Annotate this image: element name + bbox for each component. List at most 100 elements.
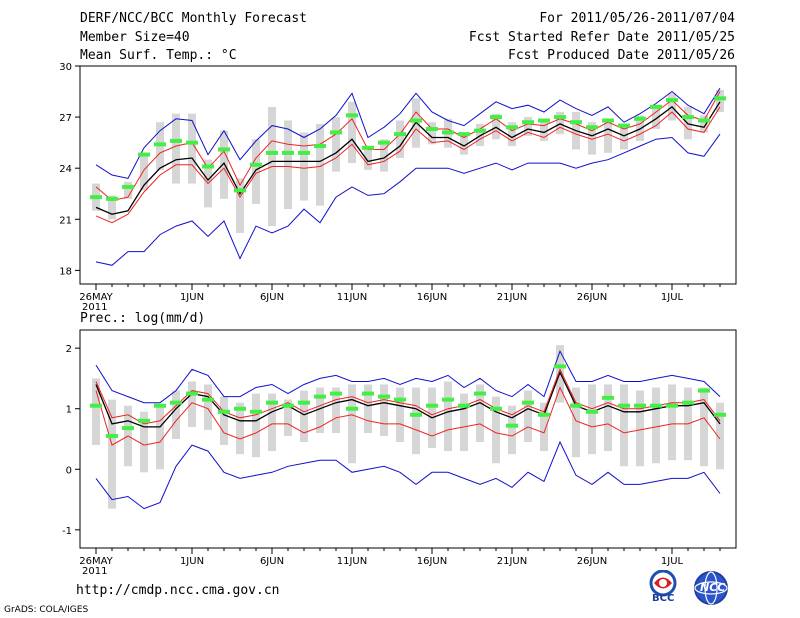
- ensemble-marker: [586, 125, 598, 130]
- range-box: [588, 384, 596, 455]
- temperature-panel: 18 21 24 27 30 26MAY 1JUN 6JUN 11JUN 16JUN 21JUN 26…: [59, 62, 737, 313]
- ensemble-marker: [250, 409, 262, 414]
- bcc-logo-icon: [649, 570, 677, 597]
- range-box: [444, 381, 452, 452]
- y-tick-label: 21: [59, 215, 72, 226]
- forecast-produced-date: Fcst Produced Date 2011/05/26: [508, 48, 735, 63]
- ensemble-marker: [170, 138, 182, 143]
- ensemble-marker: [298, 150, 310, 155]
- range-box: [220, 396, 228, 446]
- ensemble-marker: [682, 400, 694, 405]
- x-tick-label: 16JUN: [417, 556, 447, 567]
- ensemble-marker: [570, 120, 582, 125]
- chart-title: DERF/NCC/BCC Monthly Forecast: [80, 11, 307, 26]
- range-box: [348, 384, 356, 464]
- range-box: [620, 123, 628, 150]
- ensemble-marker: [122, 426, 134, 431]
- ensemble-marker: [346, 113, 358, 118]
- precipitation-panel: -1 0 1 2 26MAY 1JUN 6JUN 11JUN 16JUN 21JUN 26JUN 1J…: [62, 329, 737, 577]
- range-box: [284, 399, 292, 436]
- ensemble-marker: [106, 196, 118, 201]
- ensemble-marker: [698, 388, 710, 393]
- range-box: [716, 89, 724, 112]
- range-box: [700, 387, 708, 467]
- ensemble-marker: [330, 130, 342, 135]
- x-tick-label: 6JUN: [260, 556, 284, 567]
- grads-credit: GrADS: COLA/IGES: [4, 605, 89, 615]
- range-box: [396, 120, 404, 158]
- range-box: [492, 113, 500, 140]
- x-tick-label: 21JUN: [497, 556, 527, 567]
- x-tick-label: 11JUN: [337, 292, 367, 303]
- ensemble-marker: [122, 184, 134, 189]
- range-box: [236, 178, 244, 233]
- bcc-logo: BCC: [640, 570, 686, 606]
- range-box: [348, 101, 356, 164]
- series-line-maximum: [95, 349, 721, 404]
- range-box: [300, 390, 308, 443]
- range-box: [428, 122, 436, 145]
- ensemble-marker: [298, 400, 310, 405]
- series-line-minimum: [95, 133, 721, 266]
- x-tick-label: 26MAY: [79, 292, 113, 303]
- series-line-lower-band: [95, 106, 721, 224]
- ncc-logo-icon: [694, 571, 728, 605]
- range-box: [140, 411, 148, 473]
- range-box: [252, 393, 260, 458]
- range-box: [668, 384, 676, 461]
- x-tick-label: 11JUN: [337, 556, 367, 567]
- footer-url[interactable]: http://cmdp.ncc.cma.gov.cn: [76, 583, 280, 598]
- ensemble-marker: [106, 433, 118, 438]
- x-tick-label: 26MAY: [79, 556, 113, 567]
- range-box: [284, 120, 292, 210]
- range-box: [492, 396, 500, 464]
- range-box: [572, 387, 580, 458]
- ensemble-marker: [218, 147, 230, 152]
- range-box: [540, 402, 548, 452]
- range-box: [268, 393, 276, 452]
- ensemble-marker: [186, 140, 198, 145]
- ensemble-marker: [634, 403, 646, 408]
- ensemble-marker: [410, 412, 422, 417]
- range-box: [204, 384, 212, 430]
- range-box: [188, 381, 196, 427]
- series-line-maximum: [95, 87, 721, 179]
- range-box: [412, 387, 420, 455]
- x-tick-label: 1JUL: [661, 556, 684, 567]
- plot-frame: [79, 329, 737, 549]
- ensemble-marker: [554, 364, 566, 369]
- ensemble-marker: [570, 403, 582, 408]
- y-tick-label: 27: [59, 113, 72, 124]
- y-tick-label: 0: [66, 465, 72, 476]
- range-box: [172, 390, 180, 439]
- ensemble-marker: [90, 403, 102, 408]
- ensemble-marker: [170, 400, 182, 405]
- ensemble-marker: [474, 128, 486, 133]
- ensemble-marker: [714, 96, 726, 101]
- range-box: [604, 384, 612, 452]
- ensemble-marker: [698, 118, 710, 123]
- range-box: [716, 402, 724, 470]
- range-box: [396, 387, 404, 443]
- series-line-ensemble-mean: [95, 370, 721, 428]
- range-box: [540, 118, 548, 141]
- ensemble-marker: [282, 150, 294, 155]
- plot-frame: [79, 65, 737, 285]
- x-tick-label: 21JUN: [497, 292, 527, 303]
- ensemble-marker: [266, 150, 278, 155]
- ensemble-marker: [666, 98, 678, 103]
- range-box: [508, 405, 516, 455]
- ensemble-marker: [538, 118, 550, 123]
- ensemble-marker: [490, 115, 502, 120]
- series-line-ensemble-mean: [95, 101, 721, 215]
- range-box: [252, 139, 260, 204]
- range-box: [188, 113, 196, 184]
- y-tick-label: 2: [66, 344, 72, 355]
- range-box: [460, 135, 468, 155]
- range-box: [588, 122, 596, 155]
- range-box: [316, 387, 324, 433]
- range-box: [92, 378, 100, 446]
- ensemble-marker: [314, 144, 326, 149]
- range-box: [380, 384, 388, 436]
- range-box: [460, 393, 468, 452]
